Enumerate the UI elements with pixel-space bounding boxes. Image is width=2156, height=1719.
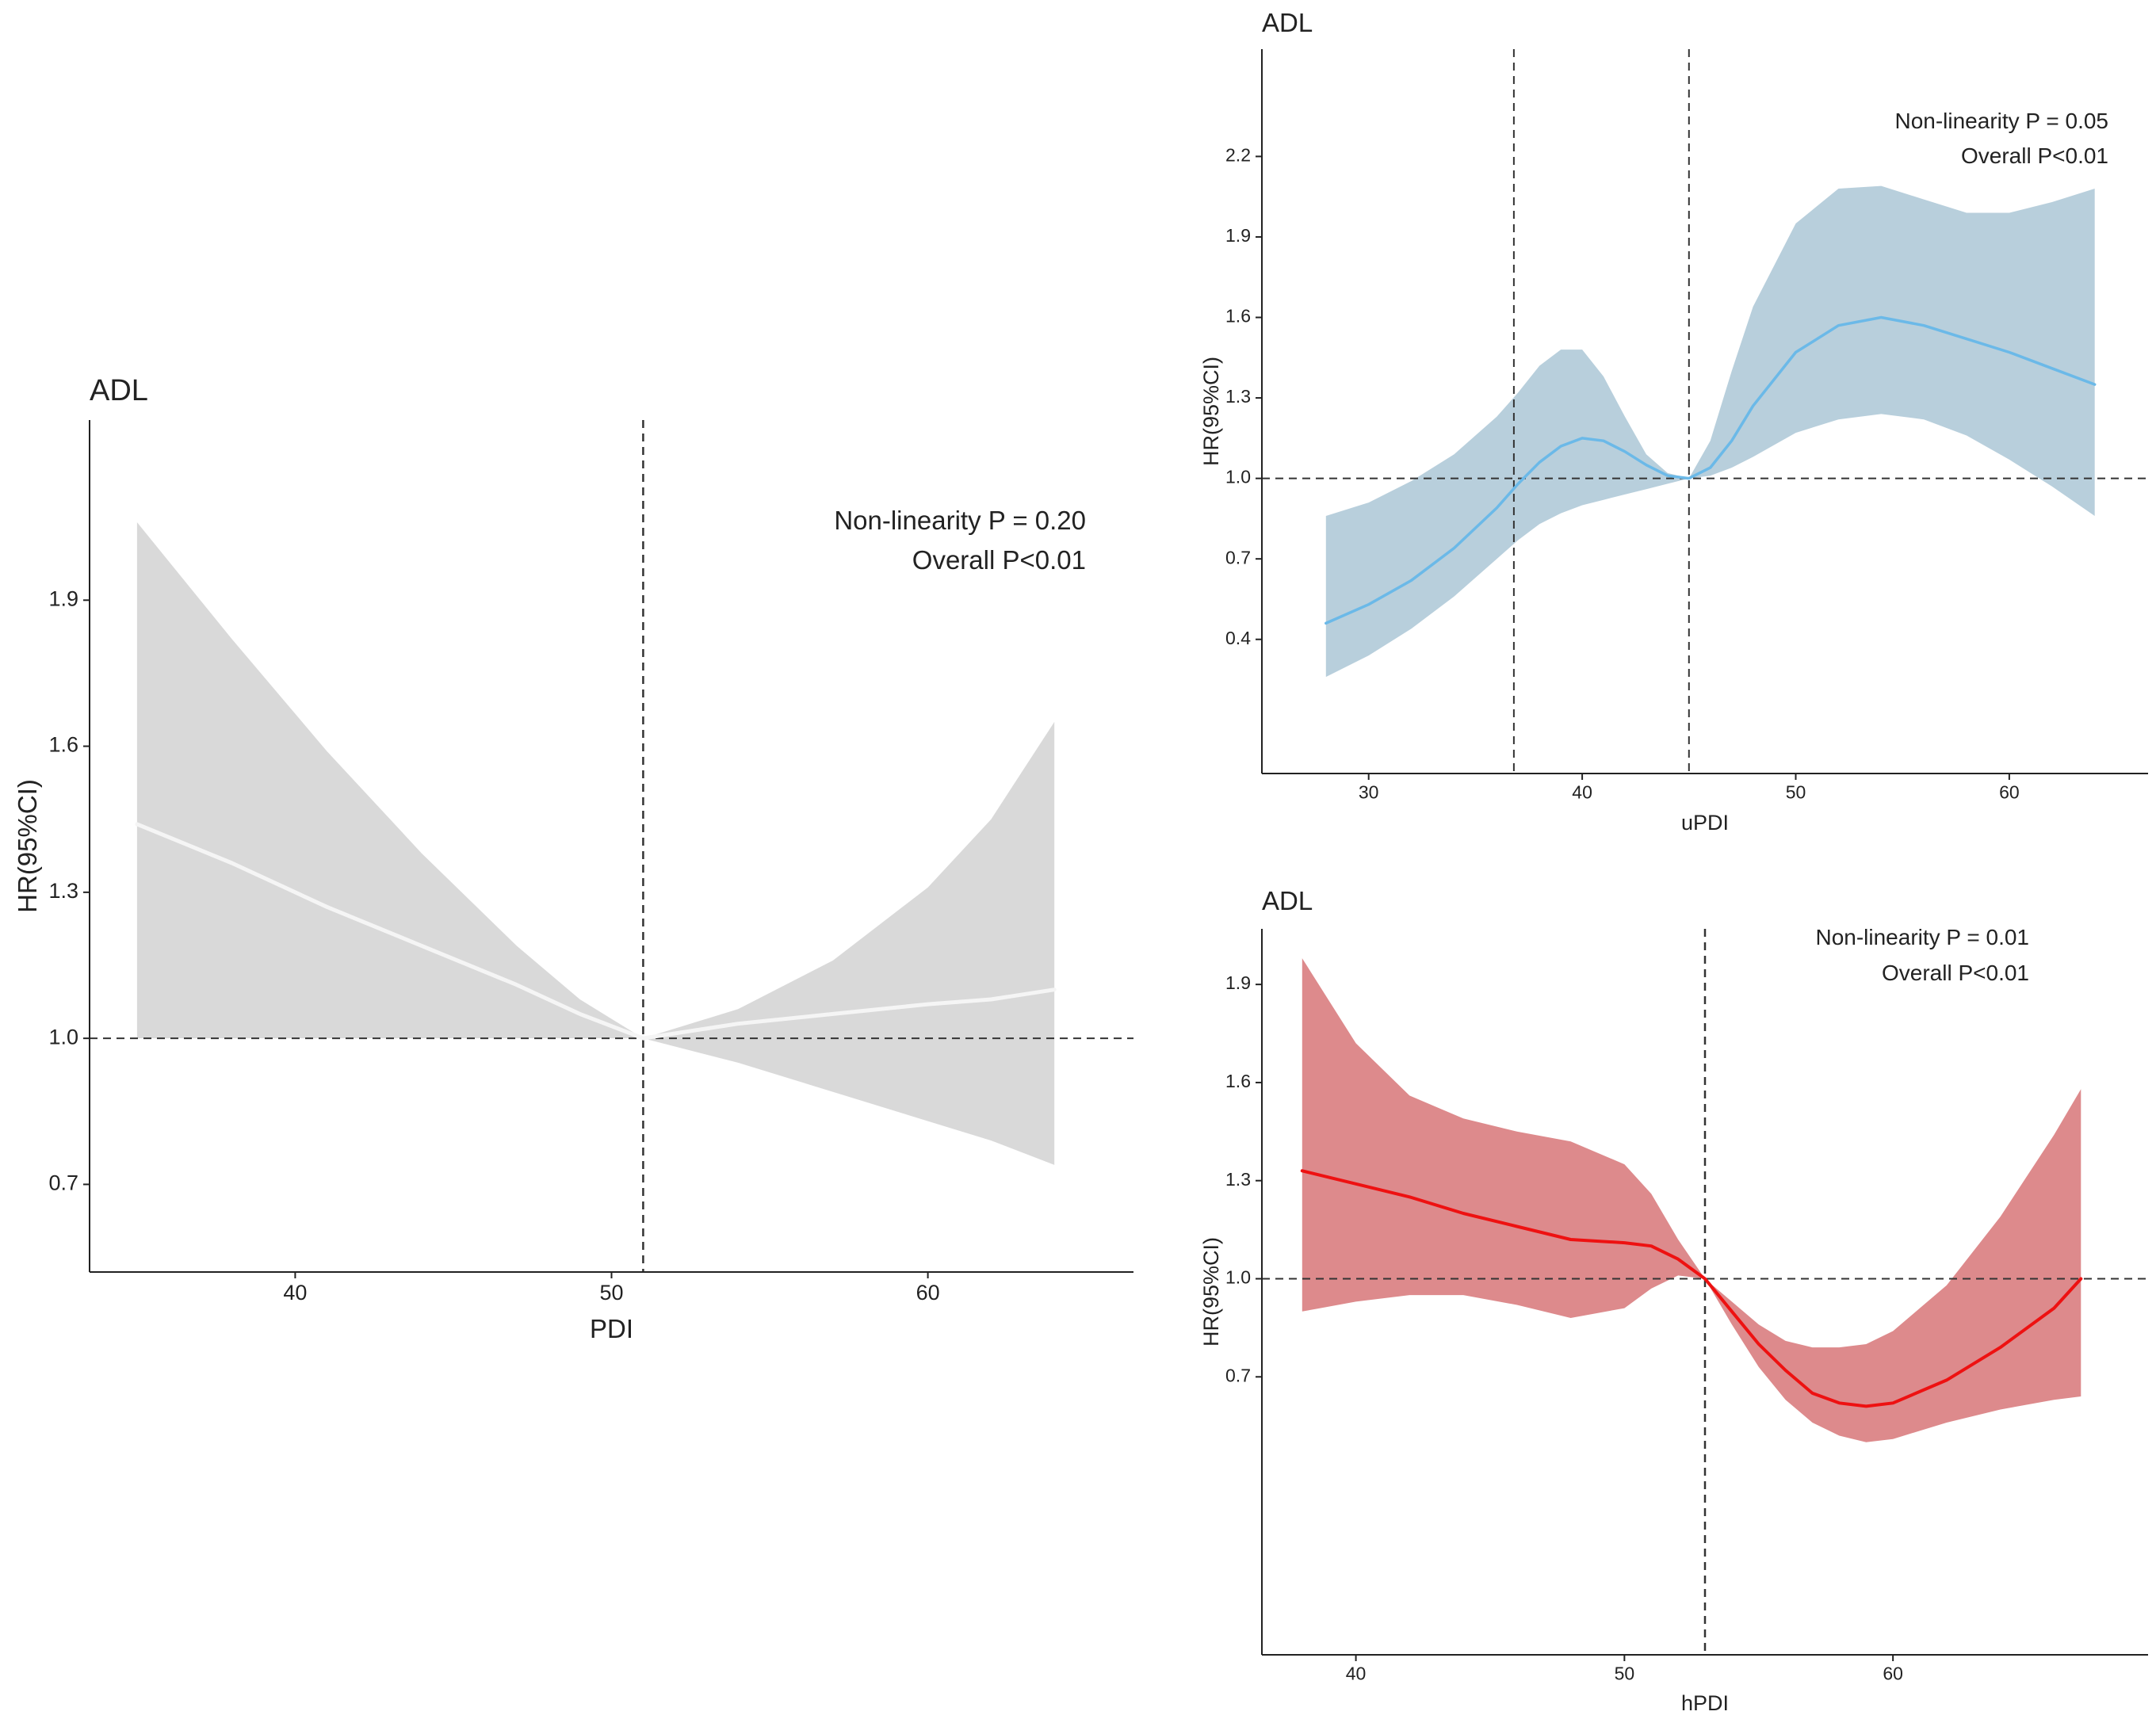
y-tick-label: 1.6	[1225, 306, 1251, 327]
confidence-band	[1302, 958, 2081, 1442]
y-axis-label: HR(95%CI)	[13, 779, 42, 913]
hr-line	[1300, 1169, 2083, 1408]
x-tick-label: 40	[1572, 782, 1592, 803]
chart-title: ADL	[90, 374, 148, 407]
nonlinearity-p-annotation: Non-linearity P = 0.01	[1815, 925, 2029, 949]
y-tick-label: 0.7	[1225, 547, 1251, 567]
y-tick-label: 1.3	[48, 879, 78, 903]
y-tick-label: 1.0	[48, 1025, 78, 1049]
confidence-band	[136, 522, 1055, 1165]
panel-hpdi: 0.7 1.0 1.3 1.6 1.9 40 50 60 hPDI HR(95%CI) ADL Non…	[1199, 886, 2148, 1715]
confidence-band	[1325, 185, 2095, 678]
x-tick-label: 50	[599, 1281, 623, 1305]
overall-p-annotation: Overall P<0.01	[912, 545, 1086, 575]
x-tick-label: 40	[283, 1281, 307, 1305]
x-tick-label: 60	[916, 1281, 940, 1305]
x-tick-label: 30	[1359, 782, 1379, 803]
y-tick-label: 2.2	[1225, 144, 1251, 165]
x-axis-label: uPDI	[1681, 811, 1729, 835]
overall-p-annotation: Overall P<0.01	[1961, 143, 2108, 168]
overall-p-annotation: Overall P<0.01	[1882, 961, 2029, 985]
x-tick-label: 60	[1999, 782, 2020, 803]
panel-updi: 0.4 0.7 1.0 1.3 1.6 1.9 2.2 30 40 50 60 uPDI HR(95%C…	[1199, 8, 2148, 835]
chart-title: ADL	[1262, 886, 1313, 915]
y-axis-label: HR(95%CI)	[1199, 357, 1223, 466]
y-tick-label: 0.7	[48, 1171, 78, 1195]
y-tick-label: 1.9	[1225, 225, 1251, 246]
x-tick-label: 60	[1883, 1664, 1903, 1684]
y-tick-label: 0.4	[1225, 628, 1251, 648]
nonlinearity-p-annotation: Non-linearity P = 0.20	[834, 506, 1086, 535]
y-tick-label: 0.7	[1225, 1365, 1251, 1385]
hr-line	[135, 822, 1057, 1041]
y-tick-label: 1.6	[48, 733, 78, 757]
y-tick-label: 1.0	[1225, 1267, 1251, 1288]
x-tick-label: 50	[1786, 782, 1806, 803]
y-tick-label: 1.3	[1225, 1169, 1251, 1190]
hr-line	[1325, 315, 2097, 625]
chart-title: ADL	[1262, 8, 1313, 37]
panel-pdi: 0.7 1.0 1.3 1.6 1.9 40 50 60 PDI HR(95%CI) ADL Non-…	[13, 374, 1133, 1343]
y-tick-label: 1.6	[1225, 1071, 1251, 1091]
x-tick-label: 50	[1615, 1664, 1635, 1684]
x-tick-label: 40	[1346, 1664, 1367, 1684]
y-axis-label: HR(95%CI)	[1199, 1237, 1223, 1347]
y-tick-label: 1.9	[1225, 972, 1251, 993]
x-axis-label: hPDI	[1681, 1691, 1729, 1715]
y-tick-label: 1.3	[1225, 386, 1251, 407]
y-tick-label: 1.9	[48, 586, 78, 610]
x-axis-label: PDI	[590, 1314, 633, 1343]
y-tick-label: 1.0	[1225, 467, 1251, 487]
nonlinearity-p-annotation: Non-linearity P = 0.05	[1894, 109, 2108, 133]
